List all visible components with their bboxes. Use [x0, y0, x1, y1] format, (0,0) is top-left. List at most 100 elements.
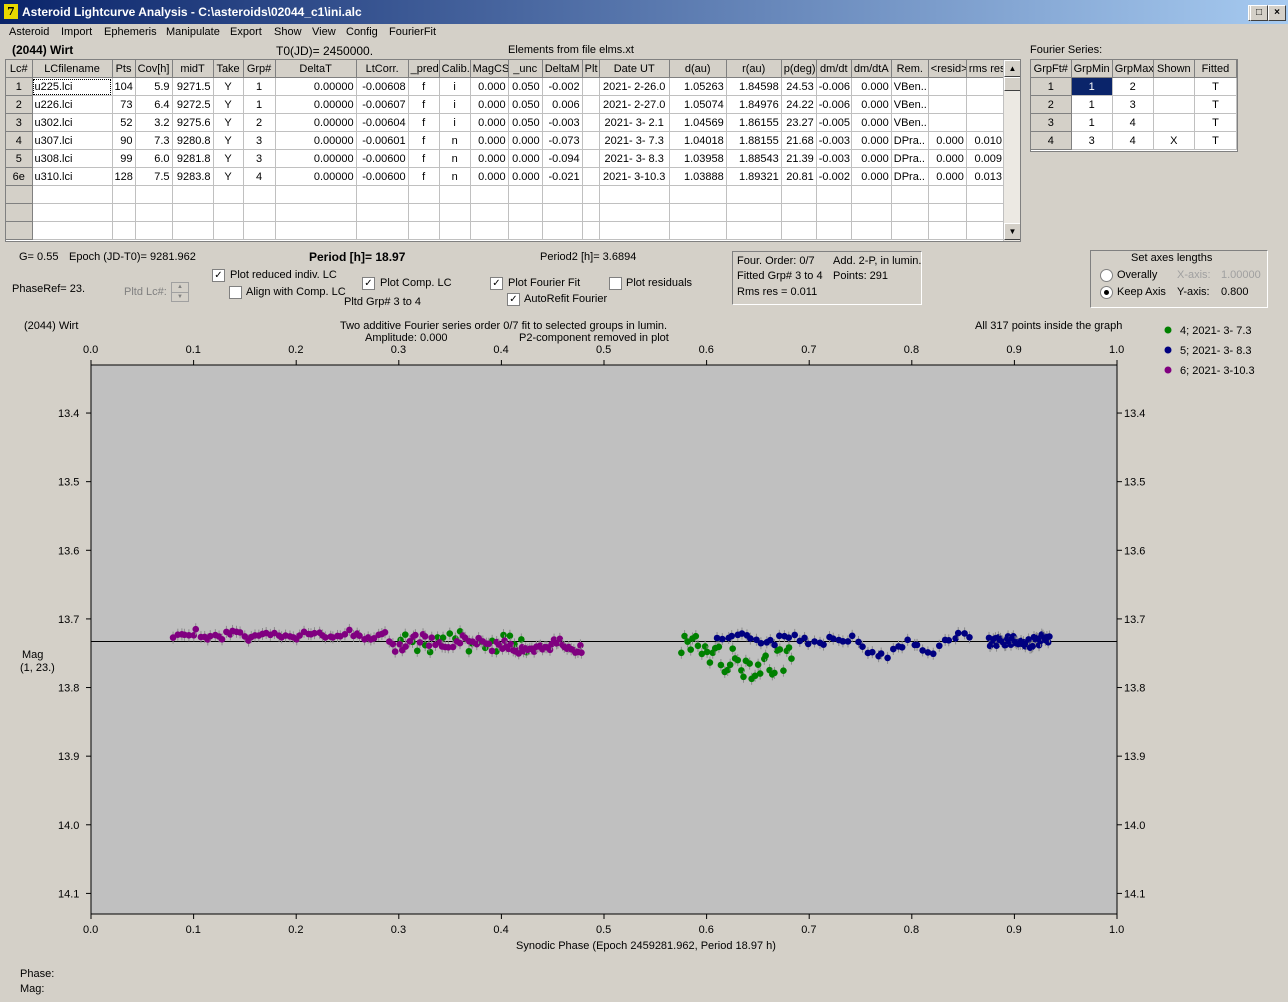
- lc-header-cell[interactable]: _pred.: [408, 60, 440, 78]
- autorefit-checkbox[interactable]: ✓: [507, 293, 520, 306]
- pltd-lc-spinner[interactable]: ▲ ▼: [171, 282, 189, 302]
- lc-cell[interactable]: 0.050: [508, 95, 543, 114]
- lc-cell[interactable]: [582, 221, 600, 240]
- lc-cell[interactable]: -0.00601: [356, 131, 409, 150]
- menu-manipulate[interactable]: Manipulate: [166, 26, 220, 38]
- lc-cell[interactable]: 21.39: [781, 149, 817, 168]
- menu-config[interactable]: Config: [346, 26, 378, 38]
- lc-cell[interactable]: 3: [243, 131, 276, 150]
- maximize-button[interactable]: □: [1250, 5, 1268, 21]
- lc-cell[interactable]: [669, 185, 727, 204]
- lc-cell[interactable]: 1.03888: [669, 167, 727, 186]
- lc-cell[interactable]: 0.010: [966, 131, 1006, 150]
- lc-header-cell[interactable]: Pts: [112, 60, 136, 78]
- lc-cell[interactable]: [6, 185, 33, 204]
- menu-fourierfit[interactable]: FourierFit: [389, 26, 437, 38]
- lc-cell[interactable]: -0.006: [816, 77, 852, 96]
- lc-cell[interactable]: u308.lci: [32, 149, 113, 168]
- lc-cell[interactable]: [213, 185, 244, 204]
- scroll-up-icon[interactable]: ▲: [1004, 60, 1020, 77]
- fs-header-cell[interactable]: GrpMin: [1071, 60, 1113, 78]
- lc-cell[interactable]: [470, 221, 509, 240]
- lc-cell[interactable]: 2: [243, 113, 276, 132]
- lc-cell[interactable]: 73: [112, 95, 136, 114]
- lc-cell[interactable]: 0.000: [508, 131, 543, 150]
- lc-cell[interactable]: 2021- 3-10.3: [599, 167, 670, 186]
- lc-header-cell[interactable]: Date UT: [599, 60, 670, 78]
- lc-cell[interactable]: [816, 185, 852, 204]
- fourier-series-table[interactable]: GrpFt# GrpMin GrpMax Shown Fitted 1 1 2 T 2 1 3 T 3 1 4…: [1030, 59, 1238, 152]
- lc-cell[interactable]: 21.68: [781, 131, 817, 150]
- lc-cell[interactable]: VBen..: [891, 77, 929, 96]
- lc-cell[interactable]: 0.009: [966, 149, 1006, 168]
- lc-cell[interactable]: 1.88155: [726, 131, 782, 150]
- lc-cell[interactable]: -0.003: [816, 149, 852, 168]
- plot-reduced-checkbox[interactable]: ✓: [212, 269, 225, 282]
- lc-cell[interactable]: DPra..: [891, 149, 929, 168]
- lc-cell[interactable]: 9280.8: [172, 131, 214, 150]
- lc-cell[interactable]: 0.000: [470, 131, 509, 150]
- lc-cell[interactable]: [928, 221, 967, 240]
- lc-cell[interactable]: 0.000: [851, 77, 892, 96]
- lc-cell[interactable]: 0.000: [470, 113, 509, 132]
- lc-cell[interactable]: 1.84598: [726, 77, 782, 96]
- fs-cell[interactable]: T: [1194, 77, 1237, 96]
- align-comp-checkbox[interactable]: [229, 286, 242, 299]
- lc-cell[interactable]: DPra..: [891, 131, 929, 150]
- lc-header-cell[interactable]: p(deg): [781, 60, 817, 78]
- lc-cell[interactable]: u310.lci: [32, 167, 113, 186]
- lc-cell[interactable]: n: [439, 149, 471, 168]
- lc-cell[interactable]: [891, 185, 929, 204]
- y-axis-value[interactable]: 0.800: [1221, 286, 1249, 298]
- lc-cell[interactable]: 1.05074: [669, 95, 727, 114]
- table-row[interactable]: 5 u308.lci 99 6.0 9281.8 Y 3 0.00000 -0.00600 f n 0…: [6, 149, 1006, 168]
- lc-cell[interactable]: 0.000: [508, 167, 543, 186]
- lc-cell[interactable]: 0.000: [851, 131, 892, 150]
- lc-cell[interactable]: 24.22: [781, 95, 817, 114]
- lc-cell[interactable]: -0.073: [542, 131, 583, 150]
- lc-cell[interactable]: [851, 185, 892, 204]
- lc-cell[interactable]: -0.006: [816, 95, 852, 114]
- lc-cell[interactable]: 2021- 2-26.0: [599, 77, 670, 96]
- lc-cell[interactable]: 1.04018: [669, 131, 727, 150]
- lc-cell[interactable]: Y: [213, 113, 244, 132]
- lc-cell[interactable]: 3.2: [135, 113, 173, 132]
- lc-cell[interactable]: 2021- 2-27.0: [599, 95, 670, 114]
- lc-cell[interactable]: 0.00000: [275, 149, 357, 168]
- fs-cell[interactable]: 3: [1112, 95, 1154, 114]
- lc-cell[interactable]: f: [408, 149, 440, 168]
- lc-cell[interactable]: [542, 185, 583, 204]
- lc-cell[interactable]: [6, 221, 33, 240]
- lc-cell[interactable]: [6, 203, 33, 222]
- overally-radio[interactable]: [1100, 269, 1113, 282]
- lc-cell[interactable]: 1: [243, 95, 276, 114]
- lc-header-cell[interactable]: rms res: [966, 60, 1006, 78]
- lc-cell[interactable]: [112, 203, 136, 222]
- lc-cell[interactable]: [599, 221, 670, 240]
- lc-cell[interactable]: [243, 221, 276, 240]
- lc-cell[interactable]: 1.03958: [669, 149, 727, 168]
- lc-header-cell[interactable]: DeltaT: [275, 60, 357, 78]
- lc-cell[interactable]: [582, 203, 600, 222]
- fs-cell[interactable]: [1153, 95, 1195, 114]
- plot-comp-checkbox[interactable]: ✓: [362, 277, 375, 290]
- lc-cell[interactable]: [542, 203, 583, 222]
- lc-cell[interactable]: Y: [213, 77, 244, 96]
- lc-cell[interactable]: 0.00000: [275, 113, 357, 132]
- lc-cell[interactable]: [928, 95, 967, 114]
- lc-cell[interactable]: 0.050: [508, 113, 543, 132]
- lc-header-cell[interactable]: Grp#: [243, 60, 276, 78]
- lc-cell[interactable]: [582, 113, 600, 132]
- plot-fourier-checkbox[interactable]: ✓: [490, 277, 503, 290]
- lc-cell[interactable]: [928, 185, 967, 204]
- lc-cell[interactable]: [582, 185, 600, 204]
- lc-cell[interactable]: 2021- 3- 2.1: [599, 113, 670, 132]
- fs-cell[interactable]: 4: [1112, 113, 1154, 132]
- lc-cell[interactable]: 90: [112, 131, 136, 150]
- lc-cell[interactable]: [508, 185, 543, 204]
- lc-cell[interactable]: [966, 95, 1006, 114]
- lc-cell[interactable]: 0.000: [508, 149, 543, 168]
- lc-header-cell[interactable]: r(au): [726, 60, 782, 78]
- scroll-down-icon[interactable]: ▼: [1004, 223, 1020, 240]
